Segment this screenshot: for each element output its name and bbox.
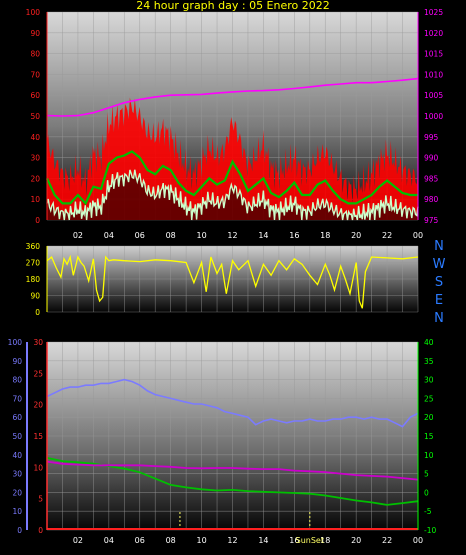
y-right-tick-label: 1010 <box>424 70 443 79</box>
chart-title: 24 hour graph day : 05 Enero 2022 <box>136 0 330 12</box>
x-tick-label: 16 <box>289 231 299 240</box>
temperature-tick-label: 5 <box>38 495 43 504</box>
humidity-tick-label: 90 <box>12 357 22 366</box>
y-left-tick-label: 10 <box>30 195 40 204</box>
x-tick-label: 10 <box>196 536 206 545</box>
y-left-tick-label: 60 <box>30 91 40 100</box>
y-right-tick-label: 985 <box>424 174 439 183</box>
x-tick-label: 06 <box>135 536 145 545</box>
y-right-tick-label: 1025 <box>424 8 443 17</box>
humidity-tick-label: 60 <box>12 413 22 422</box>
y-left-tick-label: 40 <box>30 133 40 142</box>
wind-avg-line <box>46 150 418 206</box>
temperature-tick-label: 0 <box>38 526 43 535</box>
dewpoint-tick-label: 10 <box>424 451 434 460</box>
y-tick-label: 360 <box>26 242 41 251</box>
compass-north-bottom: N <box>434 311 444 326</box>
temperature-tick-label: 25 <box>33 369 43 378</box>
dewpoint-tick-label: 15 <box>424 432 434 441</box>
compass-labels: N W S E N <box>432 238 446 328</box>
temperature-tick-label: 15 <box>33 432 43 441</box>
y-tick-label: 270 <box>26 259 41 268</box>
y-left-tick-label: 20 <box>30 174 40 183</box>
temperature-humidity-chart: 0102030405060708090100051015202530-10-50… <box>8 338 437 545</box>
humidity-tick-label: 40 <box>12 451 22 460</box>
x-tick-label: 16 <box>289 536 299 545</box>
dewpoint-tick-label: 40 <box>424 338 434 347</box>
humidity-tick-label: 20 <box>12 488 22 497</box>
wind-min-line <box>46 169 419 221</box>
x-tick-label: 10 <box>196 231 206 240</box>
humidity-tick-label: 100 <box>8 338 23 347</box>
x-tick-label: 12 <box>227 536 237 545</box>
x-tick-label: 08 <box>166 536 176 545</box>
y-right-tick-label: 1005 <box>424 91 443 100</box>
y-right-tick-label: 975 <box>424 216 439 225</box>
x-tick-label: 06 <box>135 231 145 240</box>
y-left-tick-label: 50 <box>30 112 40 121</box>
humidity-tick-label: 0 <box>17 526 22 535</box>
x-tick-label: 04 <box>104 536 114 545</box>
x-tick-label: 18 <box>320 231 330 240</box>
humidity-tick-label: 10 <box>12 507 22 516</box>
y-right-tick-label: 990 <box>424 154 439 163</box>
wind-direction-chart: 0 90 180 270 360 <box>26 242 419 317</box>
y-right-tick-label: 1000 <box>424 112 443 121</box>
compass-east: E <box>434 293 444 308</box>
x-tick-label: 20 <box>351 536 361 545</box>
humidity-tick-label: 80 <box>12 376 22 385</box>
humidity-tick-label: 30 <box>12 470 22 479</box>
y-tick-label: 180 <box>26 275 41 284</box>
x-tick-label: 04 <box>104 231 114 240</box>
x-tick-label: 08 <box>166 231 176 240</box>
dewpoint-tick-label: 20 <box>424 413 434 422</box>
dewpoint-tick-label: 0 <box>424 488 429 497</box>
y-left-tick-label: 90 <box>30 29 40 38</box>
x-tick-label: 02 <box>73 536 83 545</box>
x-tick-label: 14 <box>258 536 268 545</box>
humidity-tick-label: 70 <box>12 394 22 403</box>
compass-north-top: N <box>434 239 444 254</box>
compass-south: S <box>434 275 444 290</box>
temperature-tick-label: 30 <box>33 338 43 347</box>
dewpoint-line <box>46 460 419 481</box>
y-tick-label: 0 <box>35 308 40 317</box>
dewpoint-tick-label: 5 <box>424 470 429 479</box>
humidity-tick-label: 50 <box>12 432 22 441</box>
x-tick-label: 00 <box>413 536 423 545</box>
temperature-tick-label: 10 <box>33 463 43 472</box>
y-left-tick-label: 100 <box>26 8 41 17</box>
humidity-line <box>46 378 419 428</box>
x-tick-label: 20 <box>351 231 361 240</box>
wind-direction-line <box>46 254 419 309</box>
y-left-tick-label: 80 <box>30 50 40 59</box>
y-left-tick-label: 70 <box>30 70 40 79</box>
y-right-tick-label: 1015 <box>424 50 443 59</box>
compass-west: W <box>432 257 446 272</box>
y-left-tick-label: 0 <box>35 216 40 225</box>
dewpoint-tick-label: -5 <box>424 507 432 516</box>
y-left-tick-label: 30 <box>30 154 40 163</box>
wind-pressure-chart: 0102030405060708090100975980985990995100… <box>26 8 444 240</box>
y-right-tick-label: 995 <box>424 133 439 142</box>
y-right-tick-label: 1020 <box>424 29 443 38</box>
x-tick-label: 02 <box>73 231 83 240</box>
temperature-tick-label: 20 <box>33 401 43 410</box>
pressure-line <box>46 77 419 117</box>
dewpoint-tick-label: 35 <box>424 357 434 366</box>
y-tick-label: 90 <box>30 292 40 301</box>
x-tick-label: 22 <box>382 231 392 240</box>
y-right-tick-label: 980 <box>424 195 439 204</box>
x-tick-label: 22 <box>382 536 392 545</box>
dewpoint-tick-label: 25 <box>424 394 434 403</box>
x-tick-label: 18 <box>320 536 330 545</box>
dewpoint-tick-label: 30 <box>424 376 434 385</box>
dewpoint-tick-label: -10 <box>424 526 436 535</box>
x-tick-label: 14 <box>258 231 268 240</box>
x-tick-label: 12 <box>227 231 237 240</box>
x-tick-label: 00 <box>413 231 423 240</box>
sunset-label: SunSet <box>296 536 324 545</box>
